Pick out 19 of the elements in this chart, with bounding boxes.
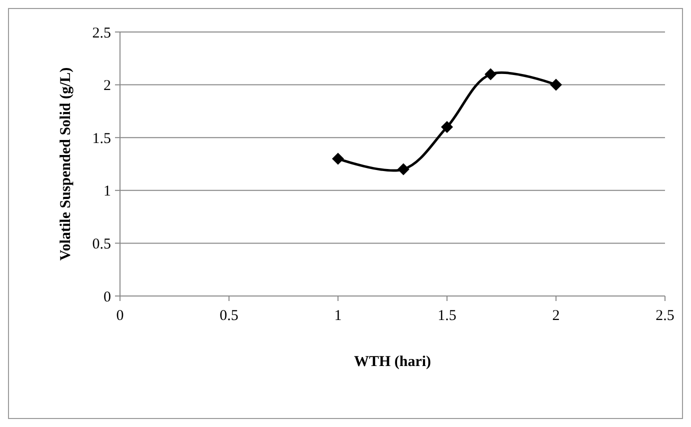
x-tick-label: 0.5 (220, 308, 238, 324)
y-axis-title: Volatile Suspended Solid (g/L) (58, 67, 74, 261)
x-tick-label: 0 (116, 308, 124, 324)
x-axis-title: WTH (hari) (354, 354, 432, 370)
point (332, 152, 344, 165)
y-tick-label: 1 (104, 184, 111, 200)
x-tick-label: 1 (334, 308, 342, 324)
y-tick-label: 0 (104, 289, 111, 306)
point (550, 78, 562, 91)
x-tick-label: 2.5 (656, 308, 674, 324)
point (484, 68, 497, 80)
point (397, 163, 410, 176)
y-tick-label: 1.5 (92, 130, 111, 147)
y-tick-label: 2.5 (92, 25, 111, 42)
x-tick-label: 1.5 (438, 308, 456, 324)
x-tick-label: 2 (552, 308, 560, 324)
y-tick-label: 2 (104, 78, 111, 94)
y-tick-label: 0.5 (92, 236, 111, 252)
point (441, 121, 453, 134)
